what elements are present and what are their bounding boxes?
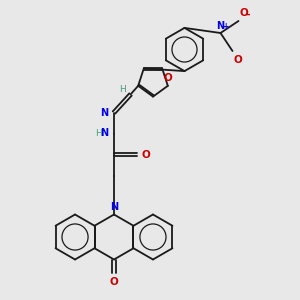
Text: N: N <box>100 128 109 139</box>
Text: H: H <box>95 129 102 138</box>
Text: O: O <box>239 8 248 18</box>
Text: O: O <box>110 277 118 286</box>
Text: H: H <box>119 85 125 94</box>
Text: +: + <box>222 22 228 31</box>
Text: N: N <box>216 22 225 32</box>
Text: O: O <box>164 74 172 83</box>
Text: -: - <box>245 9 250 20</box>
Text: O: O <box>141 149 150 160</box>
Text: N: N <box>100 107 109 118</box>
Text: N: N <box>110 202 118 212</box>
Text: O: O <box>234 55 243 64</box>
